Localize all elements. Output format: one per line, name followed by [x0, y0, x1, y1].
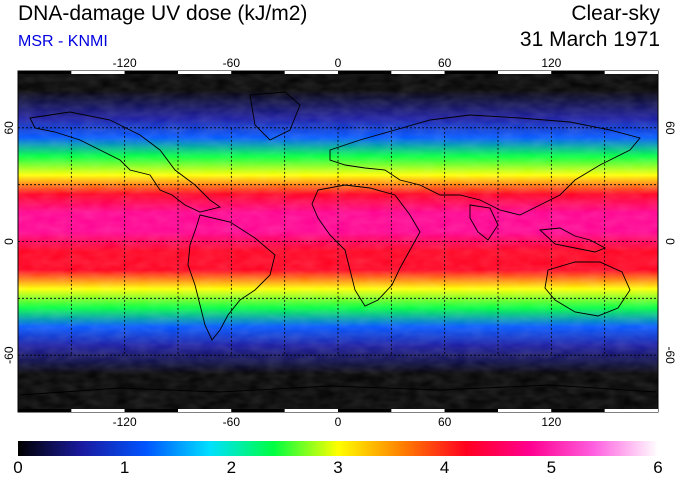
- frame-band: [551, 409, 605, 412]
- frame-band: [391, 409, 445, 412]
- lat-tick-label: 60: [2, 121, 16, 135]
- frame-band: [124, 71, 178, 74]
- lon-tick-label: -60: [223, 415, 241, 429]
- lat-tick-label: 0: [2, 238, 16, 245]
- frame-band: [231, 409, 285, 412]
- frame-band: [444, 409, 498, 412]
- frame-band: [551, 71, 605, 74]
- lon-tick-label: 120: [541, 56, 561, 70]
- frame-band: [604, 71, 658, 74]
- frame-band: [444, 71, 498, 74]
- condition-label: Clear-sky: [571, 2, 660, 25]
- frame-band: [338, 409, 392, 412]
- lat-ticks-left: 60 0 -60: [2, 121, 16, 364]
- frame-band: [604, 409, 658, 412]
- lat-tick-label: 0: [663, 238, 677, 245]
- date-label: 31 March 1971: [519, 28, 660, 51]
- frame-band: [231, 71, 285, 74]
- coast-north-america: [29, 111, 222, 213]
- frame-band: [338, 71, 392, 74]
- coast-india: [469, 204, 499, 241]
- frame-band: [18, 409, 72, 412]
- coast-africa: [311, 184, 421, 307]
- lon-tick-label: -120: [113, 56, 137, 70]
- colorbar-tick-label: 1: [119, 458, 130, 477]
- lat-tick-label: -60: [2, 346, 16, 364]
- frame-band: [498, 409, 552, 412]
- coast-eurasia: [329, 114, 641, 216]
- lon-tick-label: 0: [335, 56, 342, 70]
- lon-tick-label: 120: [541, 415, 561, 429]
- frame-band: [284, 71, 338, 74]
- frame-band: [124, 409, 178, 412]
- lon-tick-label: -120: [113, 415, 137, 429]
- frame-ticks: [18, 71, 658, 412]
- lon-tick-label: 0: [335, 415, 342, 429]
- map-title: DNA-damage UV dose (kJ/m2): [18, 2, 308, 25]
- lon-tick-label: 60: [438, 56, 452, 70]
- graticule: [18, 127, 658, 356]
- colorbar-tick-label: 6: [653, 458, 663, 477]
- frame-band: [498, 71, 552, 74]
- colorbar-tick-label: 5: [546, 458, 557, 477]
- coastlines: [19, 91, 657, 396]
- colorbar: [18, 441, 658, 456]
- lat-ticks-right: 60 0 -60: [663, 121, 677, 364]
- coast-south-america: [187, 214, 276, 341]
- lon-ticks-top: -120 -60 0 60 120: [113, 56, 562, 70]
- lon-tick-label: 60: [438, 415, 452, 429]
- colorbar-tick-label: 4: [439, 458, 450, 477]
- colorbar-tick-label: 3: [333, 458, 343, 477]
- source-label: MSR - KNMI: [18, 33, 108, 50]
- colorbar-tick-label: 0: [13, 458, 23, 477]
- lon-tick-label: -60: [223, 56, 241, 70]
- frame-band: [391, 71, 445, 74]
- lat-tick-label: -60: [663, 346, 677, 364]
- frame-band: [178, 409, 232, 412]
- frame-band: [18, 71, 72, 74]
- frame-band: [178, 71, 232, 74]
- lat-tick-label: 60: [663, 121, 677, 135]
- frame-band: [71, 409, 125, 412]
- frame-band: [71, 71, 125, 74]
- colorbar-tick-label: 2: [226, 458, 237, 477]
- lon-ticks-bottom: -120 -60 0 60 120: [113, 415, 562, 429]
- frame-band: [284, 409, 338, 412]
- coast-antarctica: [19, 384, 657, 396]
- coast-greenland: [249, 91, 301, 141]
